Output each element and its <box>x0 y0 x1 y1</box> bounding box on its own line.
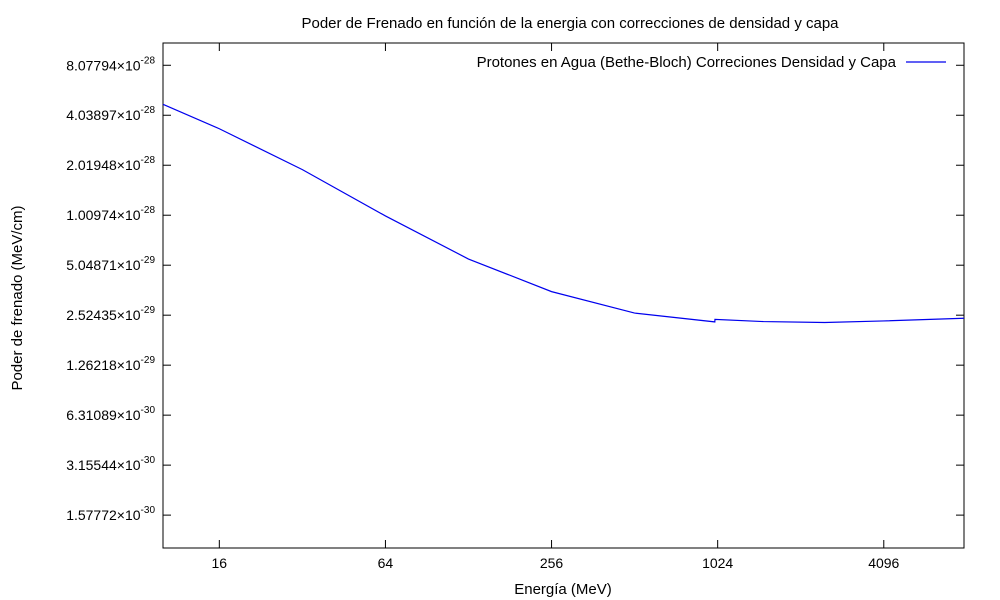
legend-entry-label: Protones en Agua (Bethe-Bloch) Correcion… <box>477 54 897 71</box>
x-axis-label: Energía (MeV) <box>514 581 612 598</box>
y-tick-mantissa: 8.07794×10 <box>66 57 141 73</box>
x-tick-label: 16 <box>212 555 228 571</box>
y-tick-label: 2.01948×10-28 <box>66 155 155 173</box>
y-tick-exponent: -28 <box>141 55 156 66</box>
y-tick-exponent: -28 <box>141 155 156 166</box>
y-tick-mantissa: 2.52435×10 <box>66 307 141 323</box>
x-tick-label: 4096 <box>868 555 899 571</box>
y-tick-exponent: -30 <box>141 405 156 416</box>
series-line-protones-agua <box>162 103 965 324</box>
y-tick-label: 4.03897×10-28 <box>66 105 155 123</box>
y-axis-label: Poder de frenado (MeV/cm) <box>9 205 26 390</box>
y-tick-label: 1.00974×10-28 <box>66 205 155 223</box>
y-tick-exponent: -30 <box>141 455 156 466</box>
y-tick-label: 6.31089×10-30 <box>66 405 155 423</box>
y-tick-label: 8.07794×10-28 <box>66 55 155 73</box>
y-tick-mantissa: 6.31089×10 <box>66 407 141 423</box>
y-axis-ticks: 8.07794×10-284.03897×10-282.01948×10-281… <box>66 55 964 523</box>
y-tick-label: 1.26218×10-29 <box>66 355 155 373</box>
x-tick-label: 64 <box>378 555 394 571</box>
legend: Protones en Agua (Bethe-Bloch) Correcion… <box>477 54 946 71</box>
y-tick-mantissa: 2.01948×10 <box>66 157 141 173</box>
x-axis-ticks: 16 64 256 1024 4096 <box>212 43 900 571</box>
y-tick-mantissa: 5.04871×10 <box>66 257 141 273</box>
x-tick-label: 256 <box>540 555 564 571</box>
y-tick-exponent: -28 <box>141 205 156 216</box>
plot-area-frame <box>162 42 965 549</box>
y-tick-mantissa: 3.15544×10 <box>66 457 141 473</box>
y-tick-exponent: -29 <box>141 355 156 366</box>
y-tick-exponent: -29 <box>141 305 156 316</box>
y-tick-exponent: -29 <box>141 255 156 266</box>
y-tick-label: 2.52435×10-29 <box>66 305 155 323</box>
y-tick-mantissa: 4.03897×10 <box>66 107 141 123</box>
y-tick-label: 1.57772×10-30 <box>66 505 155 523</box>
y-tick-label: 3.15544×10-30 <box>66 455 155 473</box>
y-tick-mantissa: 1.26218×10 <box>66 357 141 373</box>
series-layer <box>162 103 965 324</box>
y-tick-label: 5.04871×10-29 <box>66 255 155 273</box>
y-tick-exponent: -30 <box>141 505 156 516</box>
y-tick-mantissa: 1.00974×10 <box>66 207 141 223</box>
x-tick-label: 1024 <box>702 555 733 571</box>
y-tick-exponent: -28 <box>141 105 156 116</box>
chart-title: Poder de Frenado en función de la energi… <box>301 15 839 32</box>
y-tick-mantissa: 1.57772×10 <box>66 507 141 523</box>
